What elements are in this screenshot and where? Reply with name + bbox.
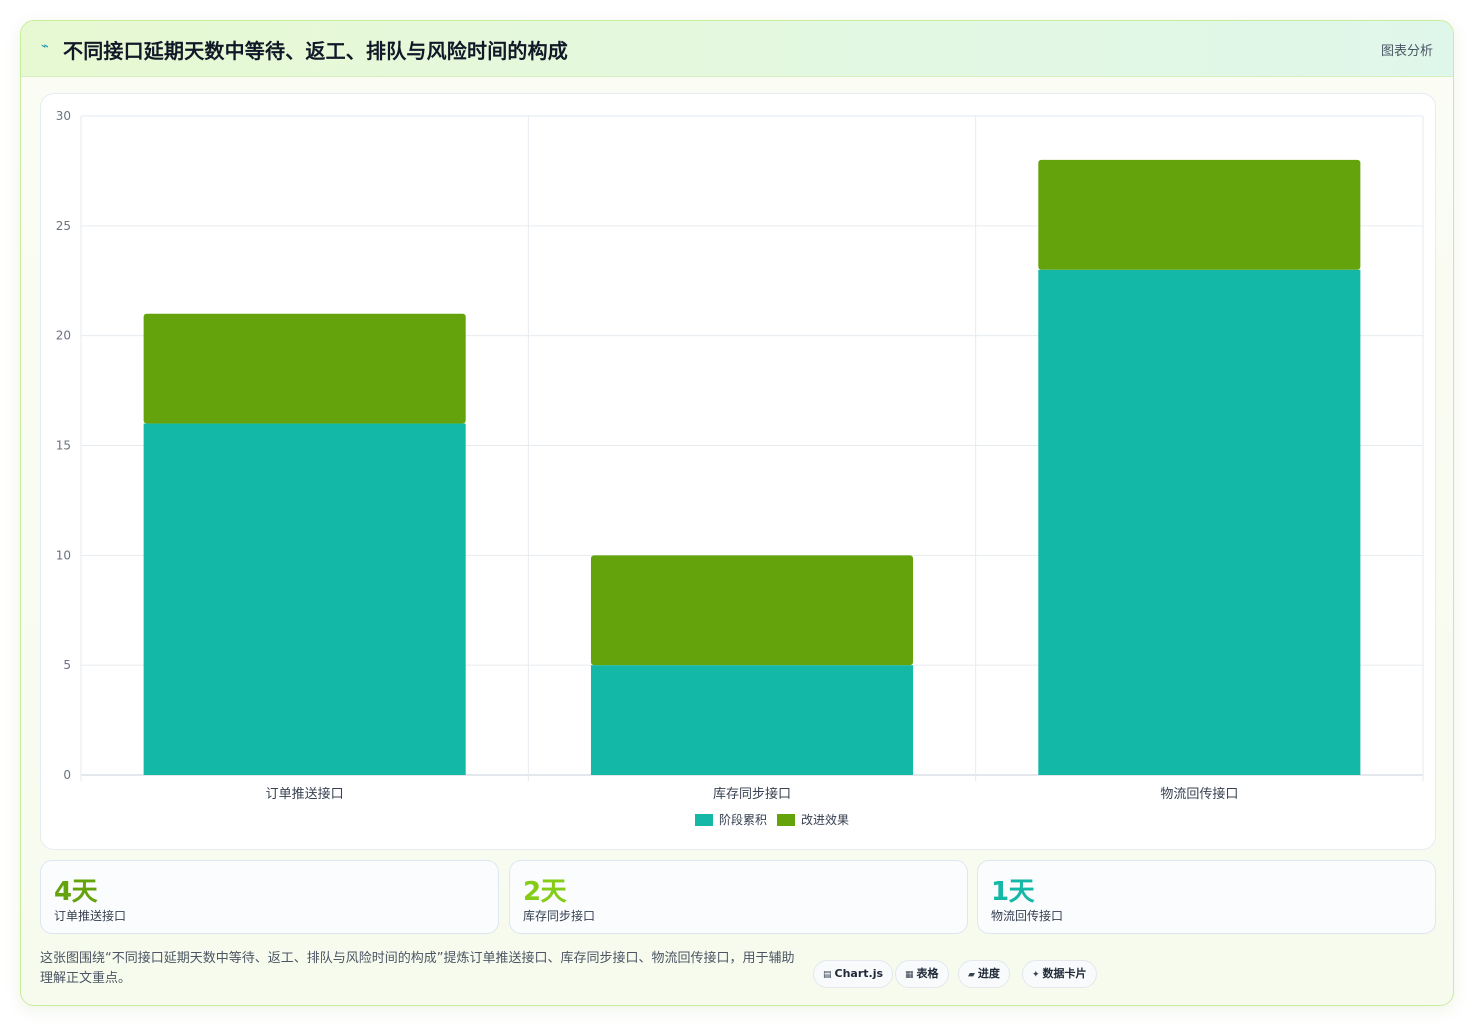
legend-swatch — [695, 814, 713, 826]
progress-icon: ▰ — [968, 970, 975, 980]
chart-icon: ⌁ — [41, 39, 49, 54]
x-tick-label: 物流回传接口 — [1160, 786, 1238, 802]
y-tick-label: 0 — [63, 768, 71, 782]
stat-card-0: 4天 订单推送接口 — [40, 860, 499, 934]
table-icon: ▦ — [905, 970, 914, 980]
chip-progress[interactable]: ▰ 进度 — [958, 960, 1010, 988]
chip-data-card[interactable]: ✦ 数据卡片 — [1022, 960, 1097, 988]
card-header: ⌁ 不同接口延期天数中等待、返工、排队与风险时间的构成 图表分析 — [21, 21, 1453, 77]
legend-label: 阶段累积 — [719, 812, 767, 827]
chart-panel: 0 5 10 15 20 25 30 订单推送接口 库存同步接口 物流回传接口阶段累积 改进效果 — [40, 93, 1436, 850]
x-tick-label: 库存同步接口 — [713, 786, 791, 802]
legend-label: 改进效果 — [801, 812, 849, 827]
stat-value: 1天 — [991, 877, 1035, 907]
chart-description: 这张图围绕“不同接口延期天数中等待、返工、排队与风险时间的构成”提炼订单推送接口… — [40, 951, 795, 986]
stat-value: 4天 — [54, 877, 98, 907]
y-tick-label: 5 — [63, 658, 71, 672]
chip-table[interactable]: ▦ 表格 — [895, 960, 949, 988]
y-tick-label: 25 — [56, 219, 71, 233]
bar-segment — [143, 423, 466, 775]
stat-card-1: 2天 库存同步接口 — [509, 860, 968, 934]
y-tick-label: 10 — [56, 548, 71, 562]
y-tick-label: 30 — [56, 109, 71, 123]
stat-card-2: 1天 物流回传接口 — [977, 860, 1436, 934]
y-tick-label: 20 — [56, 329, 71, 343]
x-tick-label: 订单推送接口 — [266, 786, 344, 802]
chip-label: 进度 — [977, 967, 1000, 980]
bar-segment — [590, 665, 914, 775]
legend-swatch — [777, 814, 795, 826]
bar-segment — [1038, 269, 1361, 775]
page-title: 不同接口延期天数中等待、返工、排队与风险时间的构成 — [63, 39, 568, 63]
chip-label: 数据卡片 — [1042, 967, 1087, 980]
stat-label: 订单推送接口 — [54, 909, 127, 923]
stat-label: 物流回传接口 — [991, 909, 1064, 923]
chip-label: 表格 — [916, 967, 939, 980]
header-tag: 图表分析 — [1380, 44, 1433, 59]
chip-chartjs[interactable]: ▤ Chart.js — [813, 960, 894, 988]
y-tick-label: 15 — [56, 439, 71, 453]
sparkle-icon: ✦ — [1032, 970, 1040, 980]
bar-segment — [590, 555, 914, 666]
bar-segment — [1038, 159, 1361, 270]
stat-label: 库存同步接口 — [523, 909, 596, 923]
chip-label: Chart.js — [834, 967, 884, 980]
chart-card: ⌁ 不同接口延期天数中等待、返工、排队与风险时间的构成 图表分析 0 5 10 15 2… — [20, 20, 1454, 1006]
chart-file-icon: ▤ — [823, 970, 832, 980]
stat-value: 2天 — [523, 877, 567, 907]
bar-segment — [143, 313, 466, 424]
